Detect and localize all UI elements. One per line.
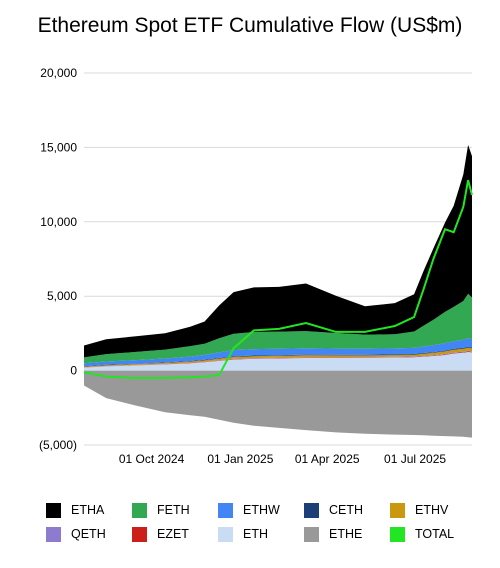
legend-label: ETHE — [329, 527, 363, 541]
series-area-feth — [84, 293, 472, 364]
legend-label: ETHV — [415, 503, 449, 517]
legend-label: ETHA — [71, 503, 105, 517]
legend-item-ethv: ETHV — [390, 502, 476, 518]
legend-swatch — [390, 526, 405, 542]
series-area-ethw — [84, 338, 472, 367]
legend-row: ETHA FETH ETHW CETH ETHV — [46, 498, 486, 522]
legend-swatch — [218, 502, 233, 518]
legend-item-total: TOTAL — [390, 526, 476, 542]
legend-swatch — [304, 502, 319, 518]
legend-label: QETH — [71, 527, 106, 541]
y-tick-label: 15,000 — [40, 140, 77, 154]
series-area-eth — [84, 352, 472, 371]
legend-item-ezet: EZET — [132, 526, 218, 542]
x-tick-label: 01 Jan 2025 — [207, 452, 273, 466]
legend-item-eth: ETH — [218, 526, 304, 542]
series-area-ethe — [84, 370, 472, 438]
series-area-ethv — [84, 347, 472, 368]
legend-label: EZET — [157, 527, 189, 541]
legend-item-feth: FETH — [132, 502, 218, 518]
legend-swatch — [46, 502, 61, 518]
y-tick-label: (5,000) — [39, 438, 77, 452]
legend-item-etha: ETHA — [46, 502, 132, 518]
series-line-total — [83, 179, 473, 379]
legend-label: CETH — [329, 503, 364, 517]
legend-swatch — [46, 526, 61, 542]
legend-swatch — [390, 502, 405, 518]
y-tick-label: 20,000 — [40, 66, 77, 80]
legend-label: ETH — [243, 527, 268, 541]
series-area-ezet — [84, 351, 472, 368]
x-tick-label: 01 Jul 2025 — [384, 452, 446, 466]
legend-item-ethw: ETHW — [218, 502, 304, 518]
legend-item-ceth: CETH — [304, 502, 390, 518]
x-tick-label: 01 Apr 2025 — [295, 452, 360, 466]
legend-label: TOTAL — [415, 527, 455, 541]
legend-swatch — [218, 526, 233, 542]
legend-item-qeth: QETH — [46, 526, 132, 542]
legend-swatch — [132, 502, 147, 518]
x-tick-label: 01 Oct 2024 — [119, 452, 185, 466]
legend-swatch — [304, 526, 319, 542]
legend-swatch — [132, 526, 147, 542]
y-tick-label: 0 — [70, 364, 77, 378]
legend-label: ETHW — [243, 503, 280, 517]
legend-item-ethe: ETHE — [304, 526, 390, 542]
series-area-ceth — [84, 346, 472, 367]
series-area-etha — [84, 144, 472, 358]
chart-legend: ETHA FETH ETHW CETH ETHV QETH EZET ETH ETHE TOTAL — [46, 498, 486, 546]
chart-title: Ethereum Spot ETF Cumulative Flow (US$m) — [37, 14, 463, 37]
y-tick-label: 5,000 — [47, 289, 77, 303]
legend-label: FETH — [157, 503, 190, 517]
legend-row: QETH EZET ETH ETHE TOTAL — [46, 522, 486, 546]
series-area-qeth — [84, 350, 472, 368]
y-tick-label: 10,000 — [40, 215, 77, 229]
